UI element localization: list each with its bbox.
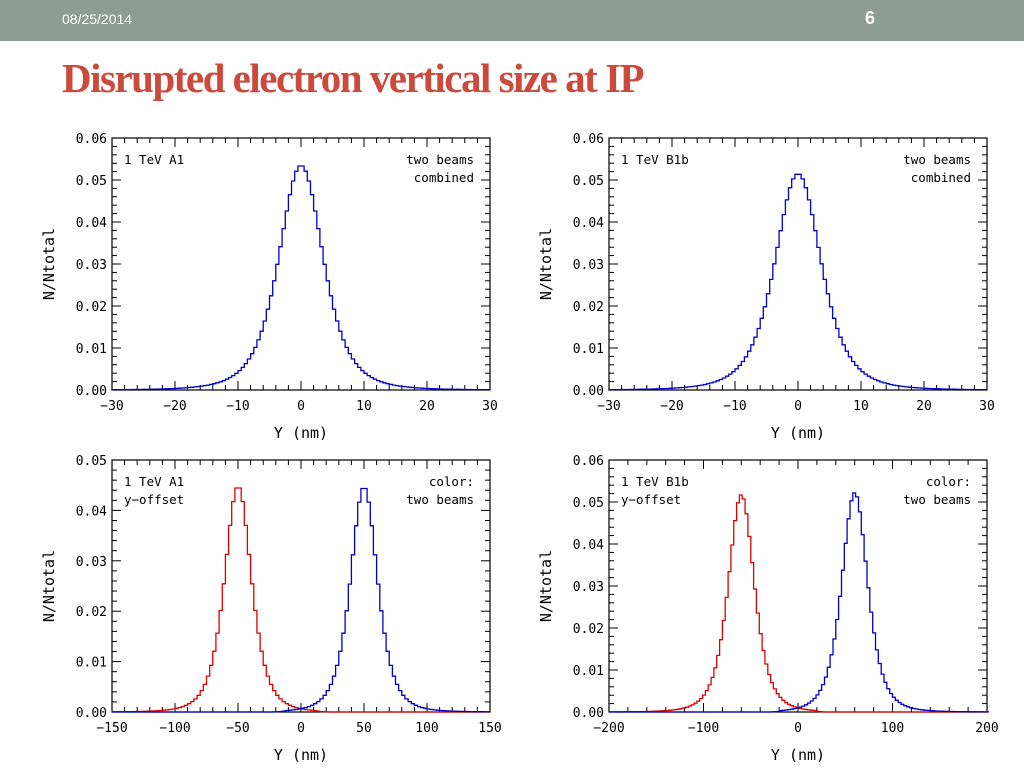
y-axis-label: N/Ntotal <box>40 550 58 622</box>
y-tick-label: 0.03 <box>76 258 107 273</box>
slide-page-number: 6 <box>864 8 875 28</box>
y-tick-label: 0.00 <box>573 384 604 399</box>
x-tick-label: 20 <box>916 399 932 414</box>
y-axis-label: N/Ntotal <box>40 228 58 300</box>
histogram-series-1 <box>609 492 989 713</box>
x-axis-label: Y (nm) <box>274 746 328 764</box>
x-tick-label: 100 <box>415 721 438 736</box>
x-tick-label: 30 <box>482 399 498 414</box>
annotation-left: 1 TeV B1b <box>621 474 689 489</box>
y-tick-label: 0.02 <box>76 605 107 620</box>
x-tick-label: 30 <box>979 399 995 414</box>
y-tick-label: 0.01 <box>76 656 107 671</box>
y-tick-label: 0.04 <box>76 504 107 519</box>
histogram-series-0 <box>608 494 989 713</box>
y-tick-label: 0.02 <box>76 300 107 315</box>
y-tick-label: 0.05 <box>573 496 604 511</box>
x-tick-label: −50 <box>226 721 249 736</box>
x-tick-label: 10 <box>356 399 372 414</box>
y-tick-label: 0.00 <box>573 706 604 721</box>
y-tick-label: 0.06 <box>573 132 604 147</box>
annotation-left: 1 TeV B1b <box>621 152 689 167</box>
plot-b1b-combined: −30 −20 −10 0 10 20 30 0.00 0.01 0.02 0.03 0.04 0.05… <box>537 132 995 442</box>
x-tick-label: −10 <box>723 399 746 414</box>
y-tick-label: 0.01 <box>573 664 604 679</box>
y-tick-label: 0.06 <box>573 454 604 469</box>
y-tick-label: 0.00 <box>76 384 107 399</box>
y-tick-label: 0.05 <box>76 454 107 469</box>
y-tick-label: 0.04 <box>573 538 604 553</box>
x-tick-label: 150 <box>478 721 501 736</box>
x-axis-label: Y (nm) <box>771 746 825 764</box>
y-tick-label: 0.00 <box>76 706 107 721</box>
slide-title: Disrupted electron vertical size at IP <box>62 55 644 101</box>
x-tick-label: −10 <box>226 399 249 414</box>
annotation-right: combined <box>911 170 971 185</box>
y-tick-label: 0.04 <box>573 216 604 231</box>
slide-date: 08/25/2014 <box>62 11 133 27</box>
annotation-right: two beams <box>903 152 971 167</box>
x-tick-label: 0 <box>794 399 802 414</box>
plot-a1-combined: −30 −20 −10 0 10 20 30 0.00 0.01 0.02 0.03 0.04 0.05… <box>40 132 498 442</box>
y-tick-label: 0.01 <box>573 342 604 357</box>
x-tick-label: −100 <box>688 721 719 736</box>
y-tick-label: 0.03 <box>76 555 107 570</box>
x-tick-label: 20 <box>419 399 435 414</box>
annotation-right: two beams <box>903 492 971 507</box>
plot-b1b-y-offset: −200 −100 0 100 200 0.00 0.01 0.02 0.03 0.04 0.05 0… <box>537 454 999 764</box>
x-tick-label: −100 <box>159 721 190 736</box>
annotation-left: y−offset <box>621 492 681 507</box>
x-tick-label: −30 <box>597 399 620 414</box>
y-tick-label: 0.04 <box>76 216 107 231</box>
annotation-right: color: <box>429 474 474 489</box>
y-tick-label: 0.06 <box>76 132 107 147</box>
histogram-series-0 <box>111 487 490 713</box>
y-tick-label: 0.02 <box>573 300 604 315</box>
plot-a1-y-offset: −150 −100 −50 0 50 100 150 0.00 0.01 0.02 0.03 0.04… <box>40 454 502 764</box>
histogram-series-0 <box>608 173 987 391</box>
annotation-right: two beams <box>406 492 474 507</box>
x-tick-label: 0 <box>297 399 305 414</box>
y-tick-label: 0.05 <box>573 174 604 189</box>
annotation-right: two beams <box>406 152 474 167</box>
x-tick-label: −30 <box>100 399 123 414</box>
x-tick-label: −200 <box>593 721 624 736</box>
x-tick-label: 50 <box>356 721 372 736</box>
x-tick-label: 0 <box>794 721 802 736</box>
annotation-left: 1 TeV A1 <box>124 152 184 167</box>
x-tick-label: 0 <box>297 721 305 736</box>
y-tick-label: 0.05 <box>76 174 107 189</box>
x-axis-label: Y (nm) <box>274 424 328 442</box>
histogram-series-0 <box>111 165 490 391</box>
x-tick-label: 10 <box>853 399 869 414</box>
x-axis-label: Y (nm) <box>771 424 825 442</box>
annotation-left: 1 TeV A1 <box>124 474 184 489</box>
y-tick-label: 0.02 <box>573 622 604 637</box>
y-tick-label: 0.03 <box>573 580 604 595</box>
x-tick-label: −20 <box>660 399 683 414</box>
annotation-left: y−offset <box>124 492 184 507</box>
slide-header-bar <box>0 0 1024 41</box>
y-tick-label: 0.03 <box>573 258 604 273</box>
x-tick-label: −20 <box>163 399 186 414</box>
x-tick-label: 200 <box>975 721 998 736</box>
y-axis-label: N/Ntotal <box>537 550 555 622</box>
x-tick-label: −150 <box>96 721 127 736</box>
annotation-right: combined <box>414 170 474 185</box>
y-axis-label: N/Ntotal <box>537 228 555 300</box>
y-tick-label: 0.01 <box>76 342 107 357</box>
histogram-series-1 <box>112 487 490 713</box>
annotation-right: color: <box>926 474 971 489</box>
x-tick-label: 100 <box>881 721 904 736</box>
